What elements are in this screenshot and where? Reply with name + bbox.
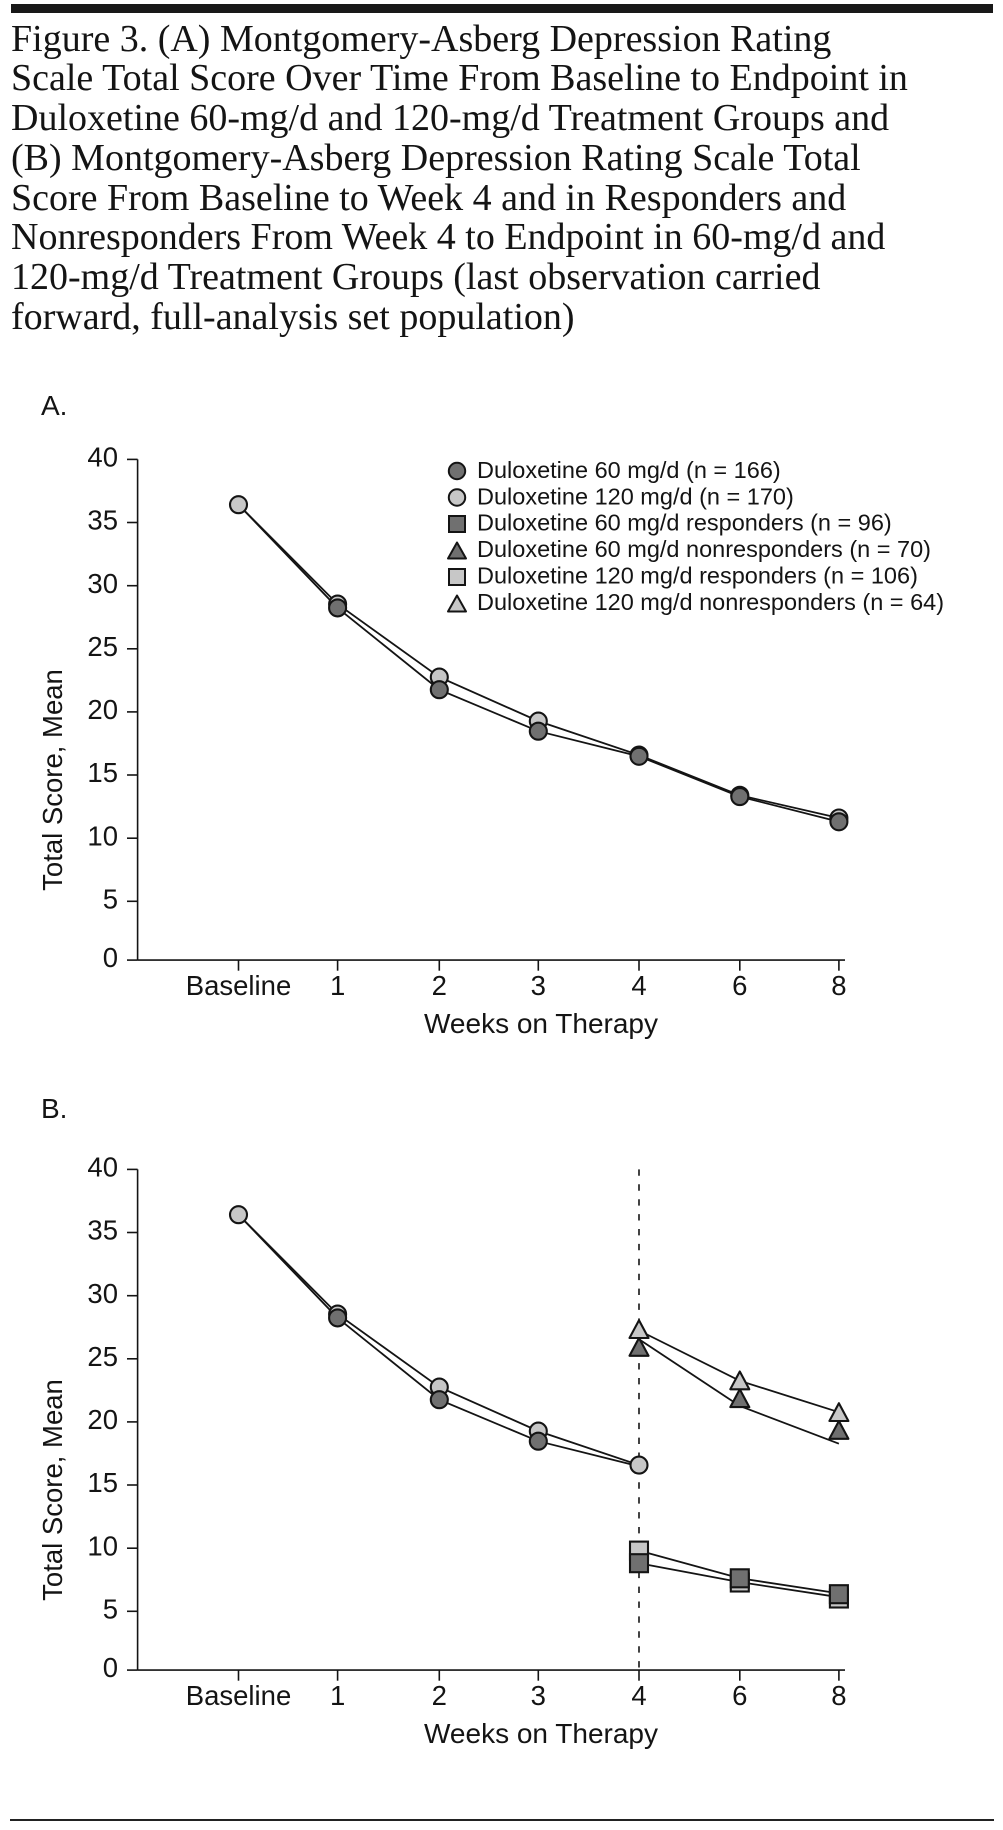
svg-text:Baseline: Baseline xyxy=(186,1680,292,1711)
svg-text:0: 0 xyxy=(103,1652,118,1683)
svg-text:20: 20 xyxy=(87,1404,118,1435)
svg-text:6: 6 xyxy=(732,1680,747,1711)
svg-text:30: 30 xyxy=(87,1278,118,1309)
svg-text:Total Score, Mean: Total Score, Mean xyxy=(37,1379,68,1601)
svg-text:4: 4 xyxy=(631,1680,646,1711)
svg-text:40: 40 xyxy=(87,1152,118,1183)
svg-text:3: 3 xyxy=(531,1680,546,1711)
svg-text:5: 5 xyxy=(103,1593,118,1624)
svg-text:35: 35 xyxy=(87,1215,118,1246)
svg-text:1: 1 xyxy=(330,1680,345,1711)
svg-text:10: 10 xyxy=(87,1530,118,1561)
svg-text:8: 8 xyxy=(831,1680,846,1711)
svg-text:2: 2 xyxy=(432,1680,447,1711)
svg-text:15: 15 xyxy=(87,1467,118,1498)
svg-text:25: 25 xyxy=(87,1341,118,1372)
